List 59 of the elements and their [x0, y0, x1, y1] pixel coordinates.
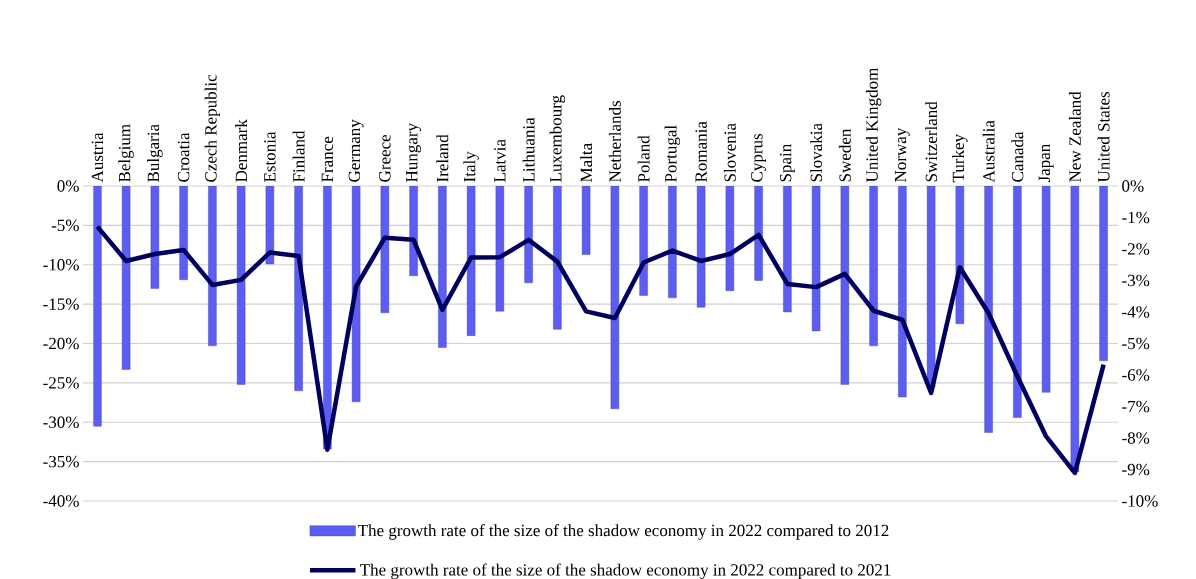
y-tick-label: 0%: [57, 180, 79, 192]
x-tick-label: France: [321, 136, 334, 182]
y2-tick-label: -1%: [1122, 211, 1150, 224]
x-tick-label: Portugal: [664, 125, 681, 182]
y-tick-label: -20%: [43, 337, 79, 350]
x-tick-label: Ireland: [436, 134, 449, 182]
y2-tick-label: 0%: [1122, 180, 1144, 192]
x-tick-label: Germany: [348, 119, 364, 182]
x-tick-label: Malta: [580, 143, 593, 182]
y-tick-label: -10%: [43, 258, 79, 271]
legend-label: The growth rate of the size of the shadow economy in 2022 compared to 2012: [357, 524, 889, 540]
x-tick-label: Poland: [637, 135, 650, 182]
x-tick-label: Netherlands: [608, 100, 621, 182]
y2-tick-label: -10%: [1122, 495, 1158, 507]
x-tick-label: Canada: [1011, 131, 1024, 182]
y2-tick-label: -2%: [1122, 243, 1150, 255]
x-tick-label: Spain: [779, 143, 795, 182]
x-tick-label: Turkey: [952, 134, 968, 183]
x-tick-label: Australia: [982, 120, 995, 183]
x-tick-label: Austria: [91, 132, 104, 183]
x-tick-label: Switzerland: [925, 101, 938, 182]
x-tick-label: Hungary: [406, 123, 422, 182]
y2-tick-label: -7%: [1122, 400, 1150, 413]
x-tick-label: United States: [1097, 91, 1110, 183]
y2-tick-label: -5%: [1122, 337, 1150, 350]
x-tick-label: Cyprus: [751, 133, 767, 182]
x-tick-label: Bulgaria: [147, 124, 163, 182]
legend-label: The growth rate of the size of the shadow economy in 2022 compared to 2021: [360, 563, 891, 579]
x-tick-label: Slovenia: [723, 123, 736, 182]
x-tick-label: Denmark: [235, 119, 248, 182]
x-tick-label: Italy: [463, 151, 479, 182]
x-tick-label: Latvia: [494, 139, 506, 182]
x-tick-label: United Kingdom: [865, 67, 882, 183]
x-tick-label: Belgium: [118, 124, 134, 182]
x-tick-label: Czech Republic: [204, 74, 221, 182]
y2-tick-label: -3%: [1122, 274, 1150, 287]
y-tick-label: -30%: [43, 416, 79, 429]
y-tick-label: -15%: [43, 298, 79, 310]
y-tick-label: -25%: [43, 377, 79, 389]
x-tick-label: Slovakia: [810, 123, 823, 182]
y2-tick-label: -8%: [1122, 432, 1150, 444]
x-tick-label: Croatia: [177, 132, 190, 182]
x-tick-label: Luxembourg: [549, 95, 566, 182]
x-tick-label: Finland: [292, 130, 305, 182]
x-tick-label: Norway: [894, 127, 910, 182]
y2-tick-label: -9%: [1122, 463, 1150, 476]
y-tick-label: -35%: [43, 455, 79, 468]
y2-tick-label: -6%: [1122, 369, 1150, 381]
line-series: [95, 224, 1106, 476]
x-tick-label: Japan: [1038, 144, 1054, 183]
y2-tick-label: -4%: [1122, 306, 1150, 318]
x-tick-label: Greece: [379, 134, 391, 182]
y-tick-label: -40%: [43, 495, 79, 507]
x-tick-label: Sweden: [838, 128, 851, 182]
x-tick-label: Romania: [695, 121, 707, 182]
x-tick-label: New Zealand: [1068, 91, 1081, 182]
y-tick-label: -5%: [51, 219, 79, 232]
x-tick-label: Lithuania: [522, 117, 535, 182]
x-tick-label: Estonia: [264, 131, 276, 182]
